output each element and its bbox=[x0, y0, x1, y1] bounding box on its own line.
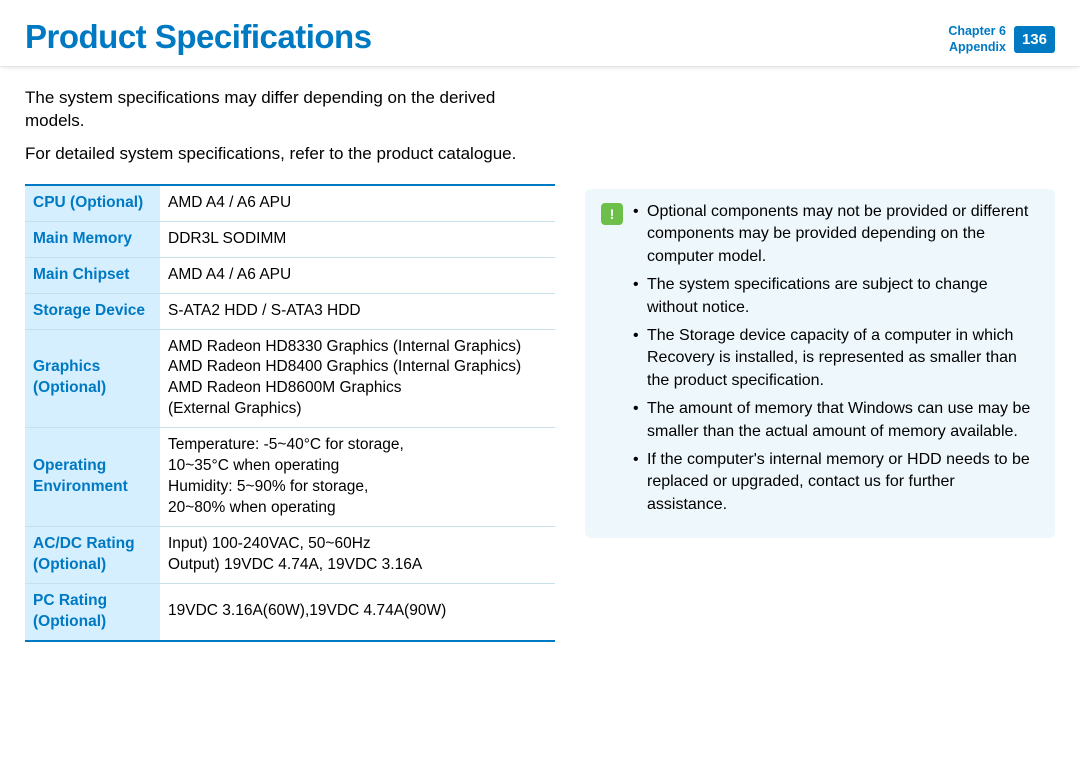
spec-label: PC Rating (Optional) bbox=[25, 583, 160, 640]
intro-paragraph-1: The system specifications may differ dep… bbox=[25, 87, 555, 133]
spec-value: Temperature: -5~40°C for storage, 10~35°… bbox=[160, 428, 555, 527]
spec-label: AC/DC Rating (Optional) bbox=[25, 526, 160, 583]
content-area: The system specifications may differ dep… bbox=[0, 87, 1080, 642]
note-item: Optional components may not be provided … bbox=[633, 201, 1039, 268]
table-row: PC Rating (Optional)19VDC 3.16A(60W),19V… bbox=[25, 583, 555, 640]
note-item: The amount of memory that Windows can us… bbox=[633, 398, 1039, 443]
chapter-line-1: Chapter 6 bbox=[948, 24, 1006, 40]
right-column: ! Optional components may not be provide… bbox=[585, 87, 1055, 642]
note-item: If the computer's internal memory or HDD… bbox=[633, 449, 1039, 516]
spec-label: Main Memory bbox=[25, 221, 160, 257]
spec-label: Operating Environment bbox=[25, 428, 160, 527]
spec-value: AMD A4 / A6 APU bbox=[160, 257, 555, 293]
table-row: Operating EnvironmentTemperature: -5~40°… bbox=[25, 428, 555, 527]
spec-label: CPU (Optional) bbox=[25, 185, 160, 221]
page-number-badge: 136 bbox=[1014, 26, 1055, 53]
table-row: Graphics (Optional)AMD Radeon HD8330 Gra… bbox=[25, 329, 555, 428]
page-title: Product Specifications bbox=[25, 18, 372, 56]
table-row: Storage DeviceS-ATA2 HDD / S-ATA3 HDD bbox=[25, 293, 555, 329]
spec-label: Graphics (Optional) bbox=[25, 329, 160, 428]
chapter-line-2: Appendix bbox=[948, 40, 1006, 56]
chapter-label: Chapter 6 Appendix bbox=[948, 24, 1006, 55]
spec-table-body: CPU (Optional)AMD A4 / A6 APUMain Memory… bbox=[25, 185, 555, 641]
spec-value: Input) 100-240VAC, 50~60Hz Output) 19VDC… bbox=[160, 526, 555, 583]
alert-icon: ! bbox=[601, 203, 623, 225]
spec-value: DDR3L SODIMM bbox=[160, 221, 555, 257]
note-box: ! Optional components may not be provide… bbox=[585, 189, 1055, 538]
spec-value: AMD Radeon HD8330 Graphics (Internal Gra… bbox=[160, 329, 555, 428]
left-column: The system specifications may differ dep… bbox=[25, 87, 555, 642]
note-item: The Storage device capacity of a compute… bbox=[633, 325, 1039, 392]
table-row: Main MemoryDDR3L SODIMM bbox=[25, 221, 555, 257]
spec-value: 19VDC 3.16A(60W),19VDC 4.74A(90W) bbox=[160, 583, 555, 640]
note-item: The system specifications are subject to… bbox=[633, 274, 1039, 319]
table-row: Main ChipsetAMD A4 / A6 APU bbox=[25, 257, 555, 293]
spec-value: S-ATA2 HDD / S-ATA3 HDD bbox=[160, 293, 555, 329]
header-right: Chapter 6 Appendix 136 bbox=[948, 18, 1055, 55]
intro-paragraph-2: For detailed system specifications, refe… bbox=[25, 143, 555, 166]
page-header: Product Specifications Chapter 6 Appendi… bbox=[0, 0, 1080, 67]
spec-label: Storage Device bbox=[25, 293, 160, 329]
table-row: AC/DC Rating (Optional)Input) 100-240VAC… bbox=[25, 526, 555, 583]
table-row: CPU (Optional)AMD A4 / A6 APU bbox=[25, 185, 555, 221]
spec-table: CPU (Optional)AMD A4 / A6 APUMain Memory… bbox=[25, 184, 555, 642]
spec-label: Main Chipset bbox=[25, 257, 160, 293]
note-list: Optional components may not be provided … bbox=[633, 201, 1039, 522]
spec-value: AMD A4 / A6 APU bbox=[160, 185, 555, 221]
